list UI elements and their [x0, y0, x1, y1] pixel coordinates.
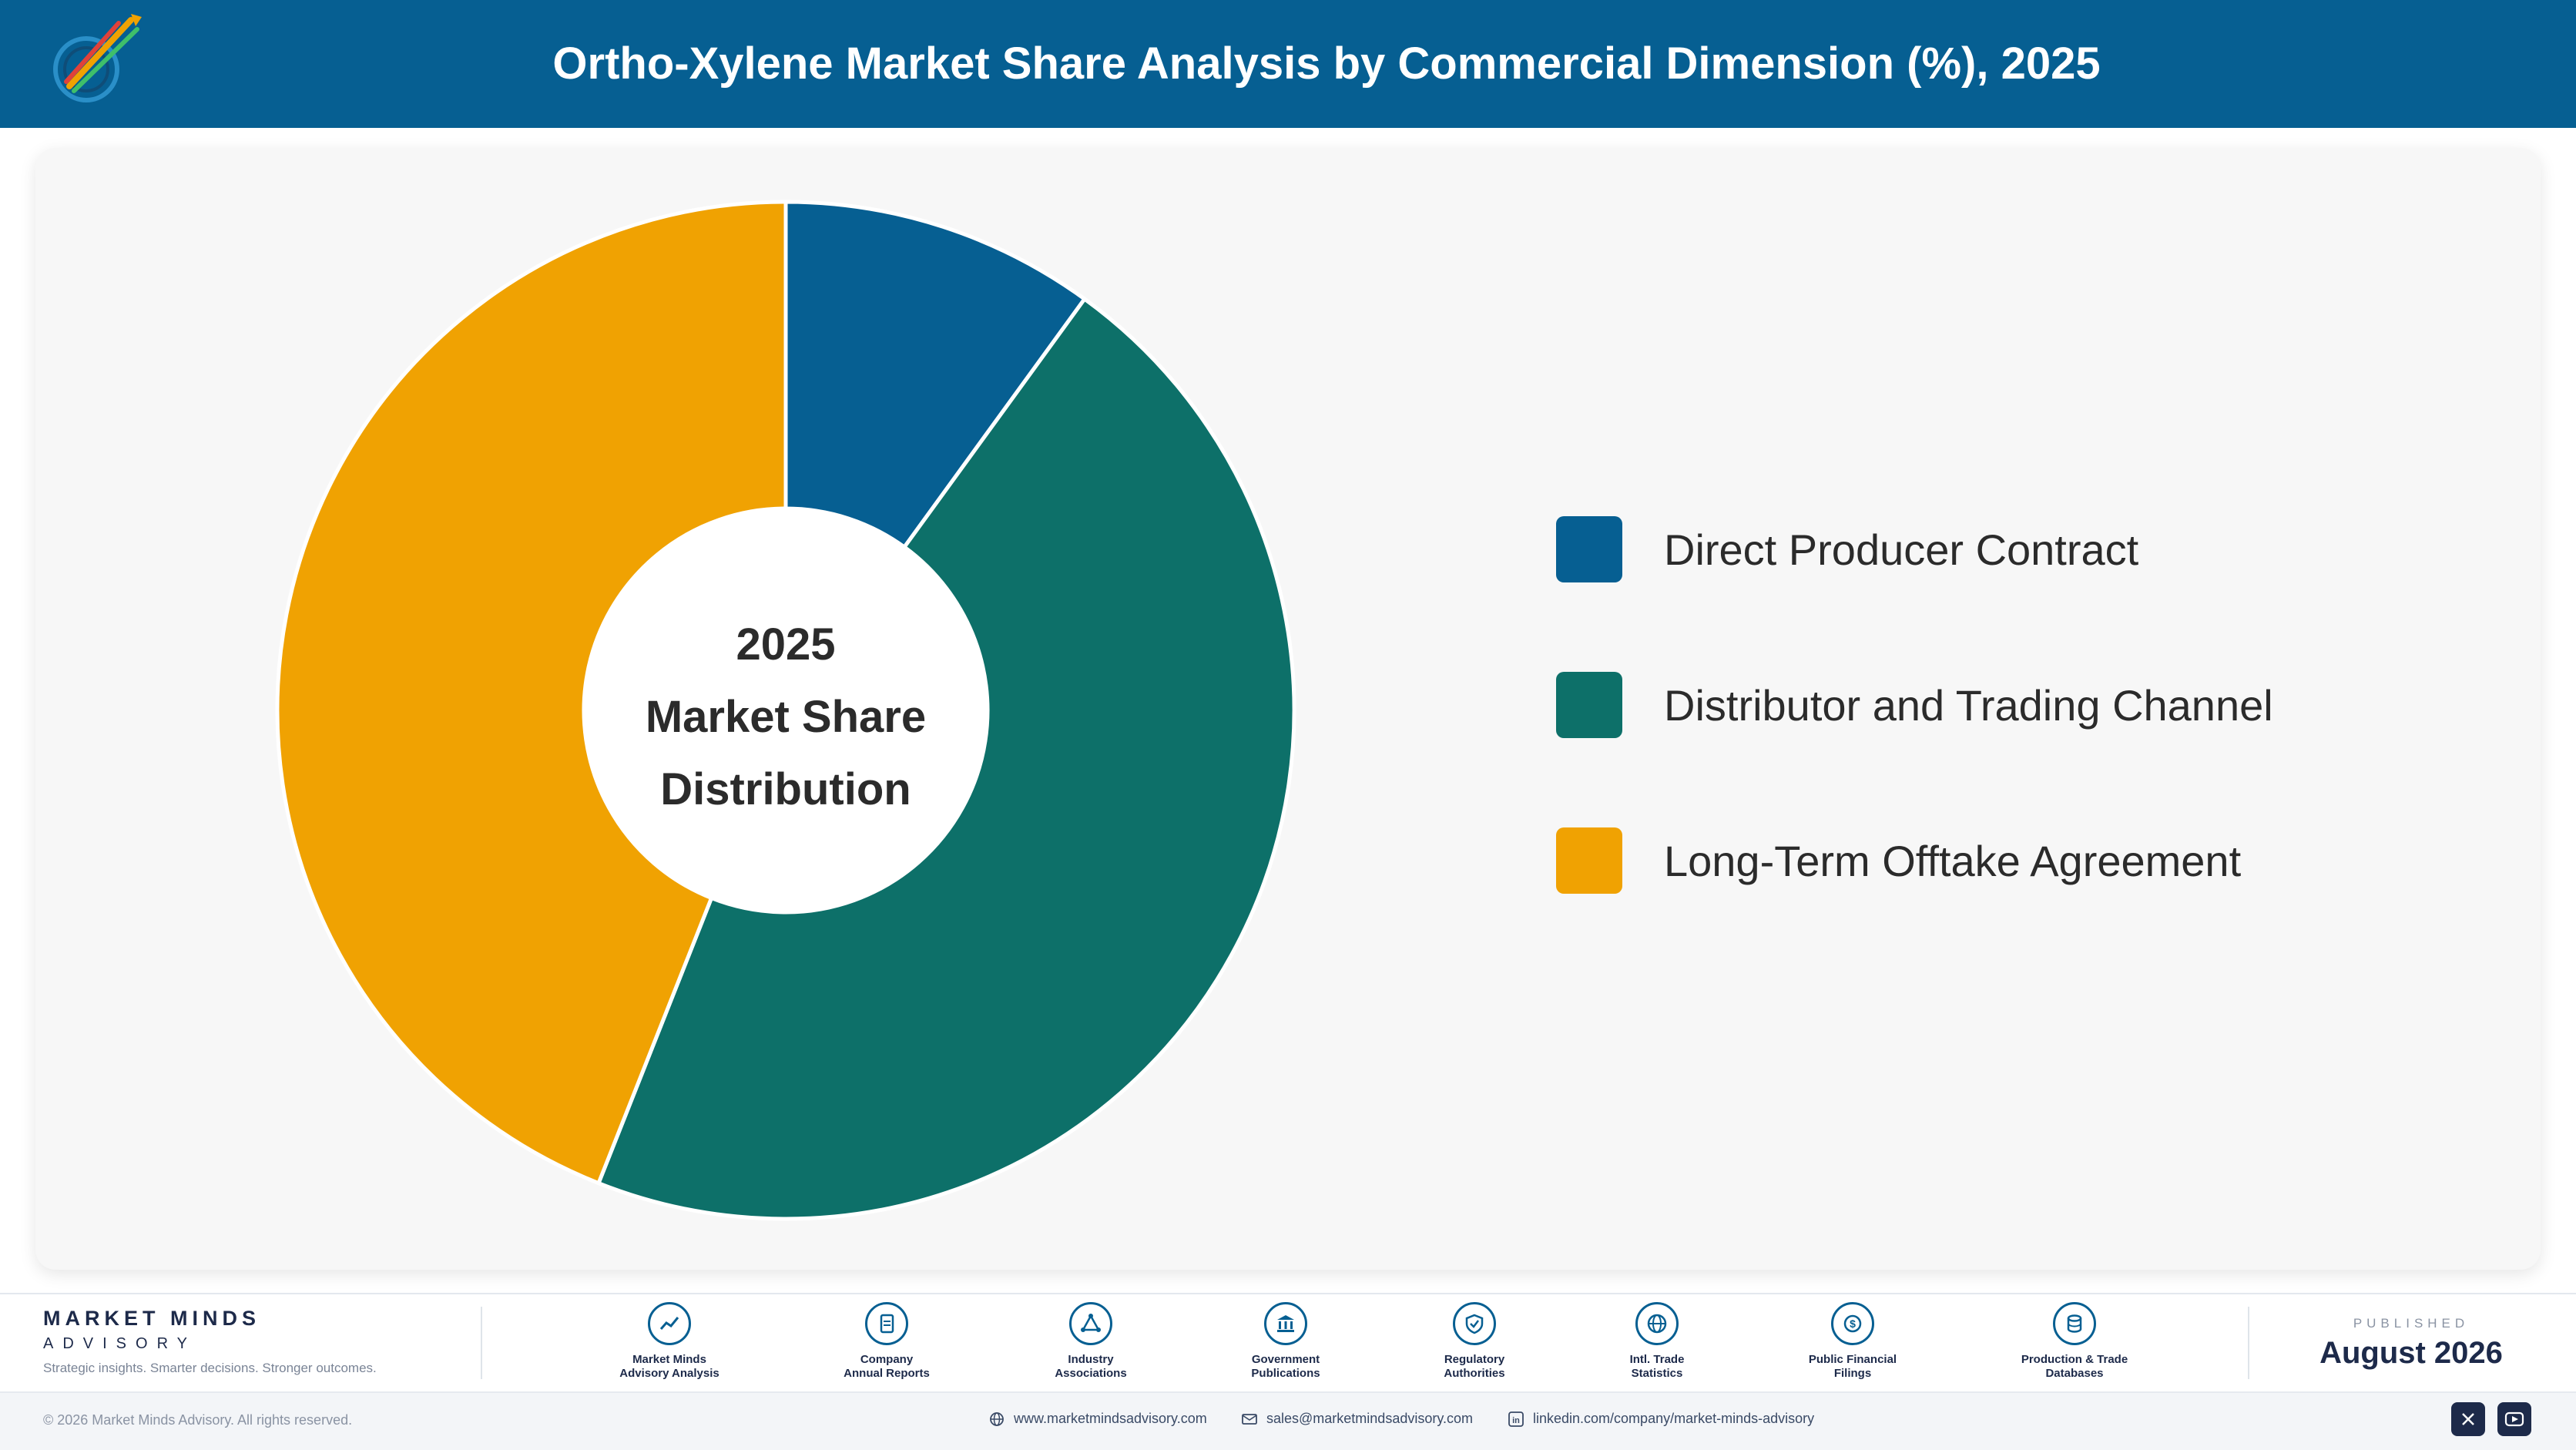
source-label-line: Market Minds — [632, 1353, 706, 1366]
source-label-line: Databases — [2045, 1367, 2104, 1380]
source-label-line: Statistics — [1631, 1367, 1683, 1380]
source-production-trade-databases: Production & Trade Databases — [1997, 1302, 2152, 1381]
source-government-publications: Government Publications — [1209, 1302, 1363, 1381]
published-block: PUBLISHED August 2026 — [2296, 1316, 2527, 1371]
legend-label: Long-Term Offtake Agreement — [1664, 836, 2242, 885]
legend-item-direct-producer-contract: Direct Producer Contract — [1556, 516, 2273, 582]
source-label-line: Public Financial — [1808, 1353, 1897, 1366]
source-label-line: Intl. Trade — [1629, 1353, 1685, 1366]
legend-swatch — [1556, 516, 1622, 582]
database-icon — [2053, 1302, 2096, 1345]
source-label-line: Annual Reports — [844, 1367, 930, 1380]
chart-legend: Direct Producer Contract Distributor and… — [1556, 516, 2273, 983]
x-logo-icon — [2462, 1413, 2474, 1425]
copyright-text: © 2026 Market Minds Advisory. All rights… — [43, 1412, 353, 1428]
footer-vertical-divider — [481, 1307, 482, 1379]
published-date: August 2026 — [2319, 1336, 2503, 1370]
source-label-line: Government — [1251, 1353, 1320, 1366]
donut-center-label: 2025 Market Share Distribution — [593, 609, 978, 826]
legend-item-distributor-and-trading-channel: Distributor and Trading Channel — [1556, 672, 2273, 738]
bottom-bar — [0, 1391, 2576, 1450]
brand-subtitle: ADVISORY — [43, 1335, 196, 1352]
linkedin-text: linkedin.com/company/market-minds-adviso… — [1533, 1411, 1815, 1426]
source-label-line: Company — [860, 1353, 914, 1366]
footer-vertical-divider — [2248, 1307, 2249, 1379]
source-label-line: Filings — [1833, 1367, 1872, 1380]
brand-name: MARKET MINDS — [43, 1307, 260, 1330]
legend-item-long-term-offtake-agreement: Long-Term Offtake Agreement — [1556, 827, 2273, 894]
email-link[interactable]: sales@marketmindsadvisory.com — [1242, 1411, 1473, 1427]
legend-label: Direct Producer Contract — [1664, 525, 2139, 574]
legend-label: Distributor and Trading Channel — [1664, 680, 2273, 730]
center-label-line-1: 2025 — [736, 619, 836, 670]
government-building-icon — [1264, 1302, 1307, 1345]
source-label-line: Advisory Analysis — [619, 1367, 719, 1380]
source-label-line: Authorities — [1444, 1367, 1505, 1380]
donut-chart — [277, 202, 1294, 1219]
brand-tagline: Strategic insights. Smarter decisions. S… — [43, 1361, 377, 1375]
website-link[interactable]: www.marketmindsadvisory.com — [989, 1411, 1207, 1427]
source-label-line: Production & Trade — [2021, 1353, 2128, 1366]
source-public-financial-filings: $ Public Financial Filings — [1776, 1302, 1930, 1381]
source-label-line: Regulatory — [1444, 1353, 1505, 1366]
youtube-social-button[interactable] — [2497, 1402, 2531, 1436]
linkedin-icon: in — [1508, 1411, 1524, 1427]
center-label-line-2: Market Share — [645, 692, 927, 742]
center-label-line-3: Distribution — [660, 764, 911, 814]
email-text: sales@marketmindsadvisory.com — [1266, 1411, 1474, 1426]
linkedin-link[interactable]: in linkedin.com/company/market-minds-adv… — [1508, 1411, 1814, 1427]
header-bar: Ortho-Xylene Market Share Analysis by Co… — [0, 0, 2576, 128]
donut-hole — [584, 509, 988, 912]
globe-icon — [1635, 1302, 1679, 1345]
shield-check-icon — [1453, 1302, 1496, 1345]
svg-text:$: $ — [1850, 1317, 1856, 1330]
source-label-line: Industry — [1068, 1353, 1114, 1366]
legend-swatch — [1556, 827, 1622, 894]
published-label: PUBLISHED — [2353, 1316, 2470, 1331]
network-icon — [1069, 1302, 1112, 1345]
legend-swatch — [1556, 672, 1622, 738]
source-industry-associations: Industry Associations — [1014, 1302, 1168, 1381]
page-title: Ortho-Xylene Market Share Analysis by Co… — [552, 39, 2101, 89]
source-market-minds-advisory-analysis: Market Minds Advisory Analysis — [592, 1302, 746, 1381]
market-minds-logo-icon — [53, 14, 142, 102]
x-social-button[interactable] — [2451, 1402, 2485, 1436]
svg-text:in: in — [1512, 1416, 1520, 1425]
footer-brand: MARKET MINDS ADVISORY Strategic insights… — [43, 1307, 377, 1376]
youtube-play-icon — [2504, 1411, 2524, 1427]
dollar-coin-icon: $ — [1831, 1302, 1874, 1345]
source-label-line: Publications — [1251, 1367, 1320, 1380]
document-icon — [865, 1302, 908, 1345]
globe-icon — [990, 1411, 1004, 1426]
source-intl-trade-statistics: Intl. Trade Statistics — [1580, 1302, 1734, 1381]
website-text: www.marketmindsadvisory.com — [1014, 1411, 1207, 1426]
footer-divider — [0, 1293, 2576, 1294]
source-label-line: Associations — [1055, 1367, 1127, 1380]
trend-chart-icon — [648, 1302, 691, 1345]
source-company-annual-reports: Company Annual Reports — [810, 1302, 964, 1381]
mail-icon — [1242, 1413, 1257, 1425]
source-regulatory-authorities: Regulatory Authorities — [1397, 1302, 1551, 1381]
